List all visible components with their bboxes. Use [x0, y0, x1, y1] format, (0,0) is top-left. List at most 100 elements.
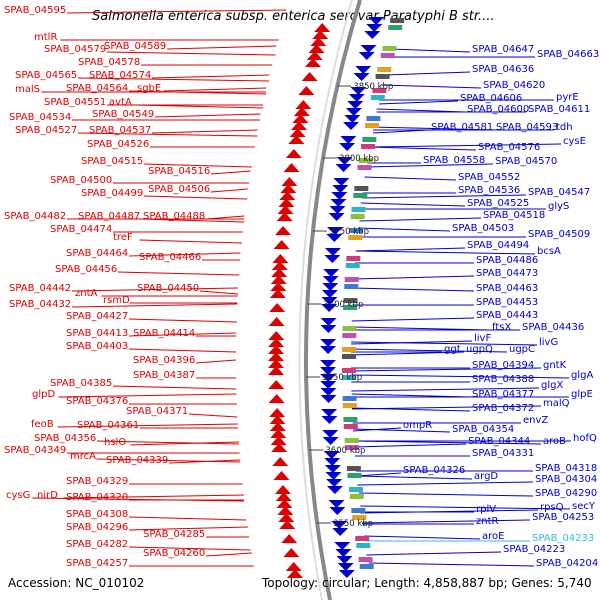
gene-label-left: SPAB_04549	[92, 109, 154, 120]
gene-label-right: tdh	[556, 122, 573, 133]
gene-arrow-right	[320, 360, 337, 368]
gene-arrow-left	[279, 191, 296, 200]
gene-label-right: SPAB_04473	[476, 268, 538, 279]
leader-line-right	[353, 440, 542, 445]
feature-bar	[372, 88, 387, 93]
gene-arrow-right	[320, 325, 337, 333]
gene-label-left: SPAB_04432	[9, 299, 71, 310]
gene-arrow-left	[272, 457, 289, 466]
gene-arrow-right	[320, 374, 337, 382]
feature-bar	[346, 256, 361, 261]
gene-arrow-right	[324, 458, 341, 466]
gene-label-right: SPAB_04344	[468, 436, 530, 447]
gene-arrow-left	[270, 282, 287, 291]
gene-label-left: SPAB_04361	[77, 420, 139, 431]
gene-label-right: livG	[539, 337, 558, 348]
gene-arrow-left	[281, 177, 298, 186]
scale-label: 3750 kbp	[329, 227, 369, 237]
gene-label-right: ompR	[403, 420, 432, 431]
leader-line-right	[356, 247, 466, 252]
leader-line-left	[58, 393, 237, 398]
gene-arrow-right	[328, 500, 345, 508]
gene-arrow-right	[326, 479, 343, 487]
gene-arrow-left	[269, 289, 286, 298]
feature-bar	[382, 46, 397, 51]
leader-line-left	[205, 552, 253, 557]
gene-arrow-right	[345, 108, 362, 116]
gene-arrow-left	[283, 548, 300, 557]
gene-label-left: SPAB_04506	[148, 184, 210, 195]
gene-arrow-right	[366, 24, 383, 32]
gene-arrow-right	[334, 542, 351, 550]
gene-arrow-left	[288, 135, 305, 144]
gene-arrow-left	[268, 317, 285, 326]
gene-label-left: SPAB_04385	[50, 378, 112, 389]
leader-line-left	[112, 385, 237, 390]
leader-line-right	[356, 472, 402, 477]
gene-label-right: glgX	[541, 380, 563, 391]
gene-label-right: SPAB_04494	[467, 240, 529, 251]
leader-line-left	[139, 239, 243, 244]
gene-arrow-left	[308, 44, 325, 53]
gene-arrow-right	[329, 507, 346, 515]
gene-label-left: SPAB_04296	[66, 522, 128, 533]
gene-arrow-left	[269, 422, 286, 431]
gene-label-left: nirD	[37, 490, 58, 501]
feature-bar	[343, 305, 358, 310]
gene-label-left: SPAB_04488	[143, 211, 205, 222]
leader-line-left	[96, 440, 239, 445]
feature-bar	[375, 74, 390, 79]
gene-label-right: glpE	[571, 389, 593, 400]
gene-label-right: cysE	[563, 136, 586, 147]
feature-bar	[342, 347, 357, 352]
gene-arrow-left	[271, 268, 288, 277]
gene-arrow-left	[312, 30, 329, 39]
feature-bar	[358, 158, 373, 163]
gene-label-right: SPAB_04436	[522, 322, 584, 333]
feature-bar	[351, 207, 366, 212]
gene-label-right: SPAB_04536	[458, 185, 520, 196]
gene-label-left: SPAB_04396	[133, 355, 195, 366]
gene-label-left: SPAB_04414	[133, 328, 195, 339]
gene-label-left: SPAB_04499	[81, 188, 143, 199]
gene-label-left: SPAB_04329	[66, 476, 128, 487]
gene-arrow-right	[358, 52, 375, 60]
leader-line-left	[71, 287, 238, 292]
feature-bar	[342, 375, 357, 380]
gene-label-right: argD	[474, 471, 498, 482]
feature-bar	[348, 235, 363, 240]
leader-line-left	[71, 303, 238, 308]
gene-label-left: SPAB_04526	[87, 139, 149, 150]
gene-label-left: feoB	[31, 419, 54, 430]
gene-label-left: SPAB_04515	[81, 156, 143, 167]
feature-bar	[390, 18, 405, 23]
leader-line-right	[351, 341, 538, 346]
gene-arrow-right	[332, 185, 349, 193]
feature-bar	[344, 277, 359, 282]
leader-line-right	[369, 146, 477, 151]
leader-line-left	[117, 271, 240, 276]
scale-label: 3600 kbp	[325, 446, 365, 456]
feature-bar	[370, 95, 385, 100]
gene-label-left: treF	[113, 232, 133, 243]
leader-line-left	[143, 163, 253, 168]
gene-label-right: SPAB_04620	[483, 80, 545, 91]
gene-arrow-right	[322, 283, 339, 291]
leader-line-right	[360, 509, 539, 514]
feature-bar	[344, 438, 359, 443]
gene-label-right: ugpC	[509, 344, 535, 355]
leader-line-right	[352, 287, 475, 292]
gene-label-right: SPAB_04204	[536, 558, 598, 569]
gene-label-right: SPAB_04453	[476, 297, 538, 308]
gene-arrow-right	[330, 199, 347, 207]
gene-arrow-left	[268, 331, 285, 340]
gene-arrow-left	[279, 520, 296, 529]
gene-label-right: SPAB_04223	[503, 544, 565, 555]
gene-label-right: SPAB_04525	[467, 198, 529, 209]
gene-arrow-left	[270, 436, 287, 445]
gene-label-right: bcsA	[537, 246, 561, 257]
gene-arrow-left	[269, 408, 286, 417]
gene-arrow-right	[321, 297, 338, 305]
gene-arrow-left	[268, 352, 285, 361]
